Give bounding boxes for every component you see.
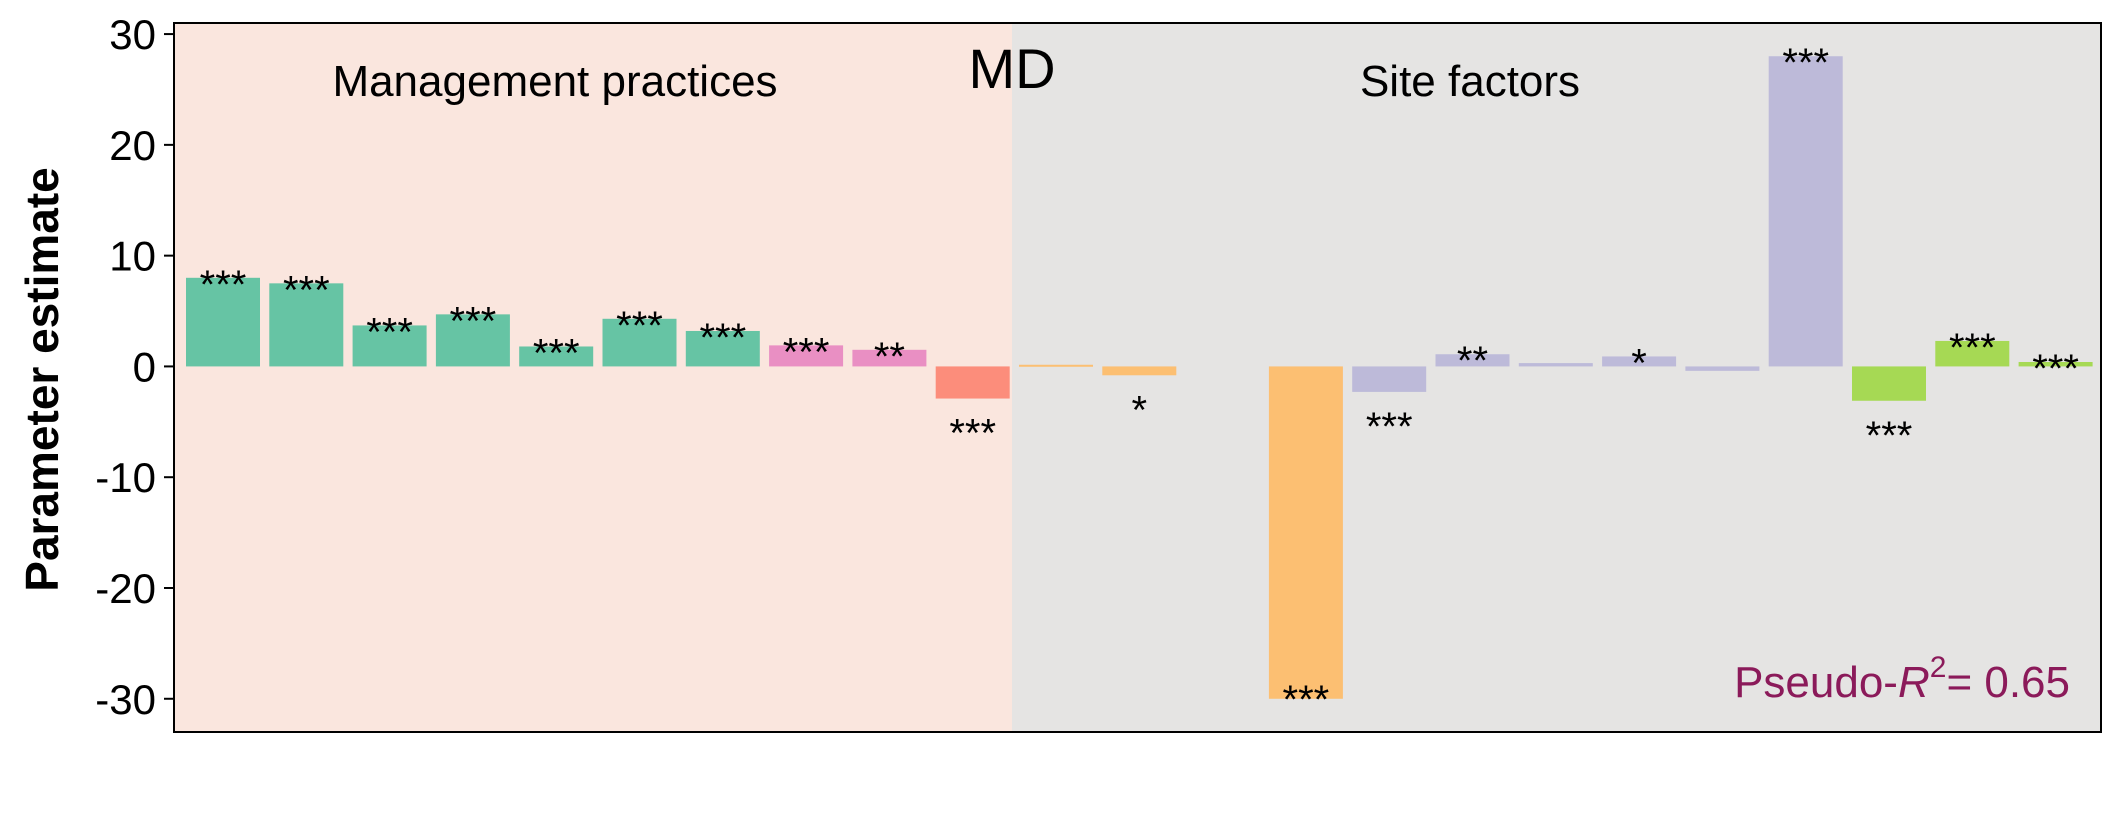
bar-0 [186,277,260,367]
significance-label-11: * [1132,388,1148,432]
bar-2 [352,325,427,367]
significance-label-4: *** [533,331,580,375]
bar-10 [1019,364,1093,367]
center-label: MD [968,37,1055,100]
bar-9 [935,366,1010,399]
region-background-0 [174,23,1012,732]
region-label-0: Management practices [332,57,777,106]
significance-label-21: *** [1949,326,1996,370]
y-tick-label-4: -10 [95,454,156,501]
bar-15 [1435,354,1510,367]
bar-4 [519,346,594,367]
significance-label-15: ** [1457,339,1488,383]
y-tick-label-2: 10 [109,233,156,280]
significance-label-14: *** [1366,405,1413,449]
significance-label-9: *** [949,412,996,456]
region-background-1 [1012,23,2101,732]
significance-label-6: *** [699,316,746,360]
significance-label-20: *** [1866,414,1913,458]
significance-label-8: ** [874,335,905,379]
bars-layer [186,56,2093,699]
y-tick-label-0: 30 [109,11,156,58]
significance-label-17: * [1631,341,1647,385]
significance-label-13: *** [1283,678,1330,722]
bar-8 [852,349,927,367]
plot-frame [173,22,2102,733]
bar-21 [1935,340,2010,367]
bar-22 [2018,361,2093,367]
significance-label-5: *** [616,304,663,348]
bar-20 [1852,366,1926,401]
bar-6 [685,330,760,367]
significance-labels: *** ****** ********* *** *** ************** **… [200,41,2079,722]
significance-label-0: *** [200,263,247,307]
y-axis: 30 20 10 0 -10 -20 -30 [95,11,174,723]
y-tick-label-3: 0 [133,343,156,390]
bar-16 [1518,363,1593,367]
bar-7 [769,345,844,367]
bar-11 [1102,366,1177,376]
y-axis-title: Parameter estimate [16,167,68,591]
bar-17 [1602,356,1677,367]
bar-18 [1685,366,1760,371]
bar-19 [1768,56,1843,367]
significance-label-19: *** [1782,41,1829,85]
significance-label-3: *** [450,299,497,343]
region-label-1: Site factors [1360,57,1580,106]
significance-label-7: *** [783,330,830,374]
y-tick-label-5: -20 [95,565,156,612]
significance-label-1: *** [283,268,330,312]
y-tick-label-6: -30 [95,676,156,723]
pseudo-r2-annotation: Pseudo-R2= 0.65 [1734,651,2070,707]
significance-label-22: *** [2032,347,2079,391]
bar-5 [602,318,677,367]
significance-label-2: *** [366,310,413,354]
y-tick-label-1: 20 [109,122,156,169]
bar-1 [269,283,344,367]
bar-13 [1268,366,1343,699]
region-labels: Management practices Site factors [332,57,1580,106]
bar-14 [1352,366,1427,392]
bar-3 [435,314,510,367]
